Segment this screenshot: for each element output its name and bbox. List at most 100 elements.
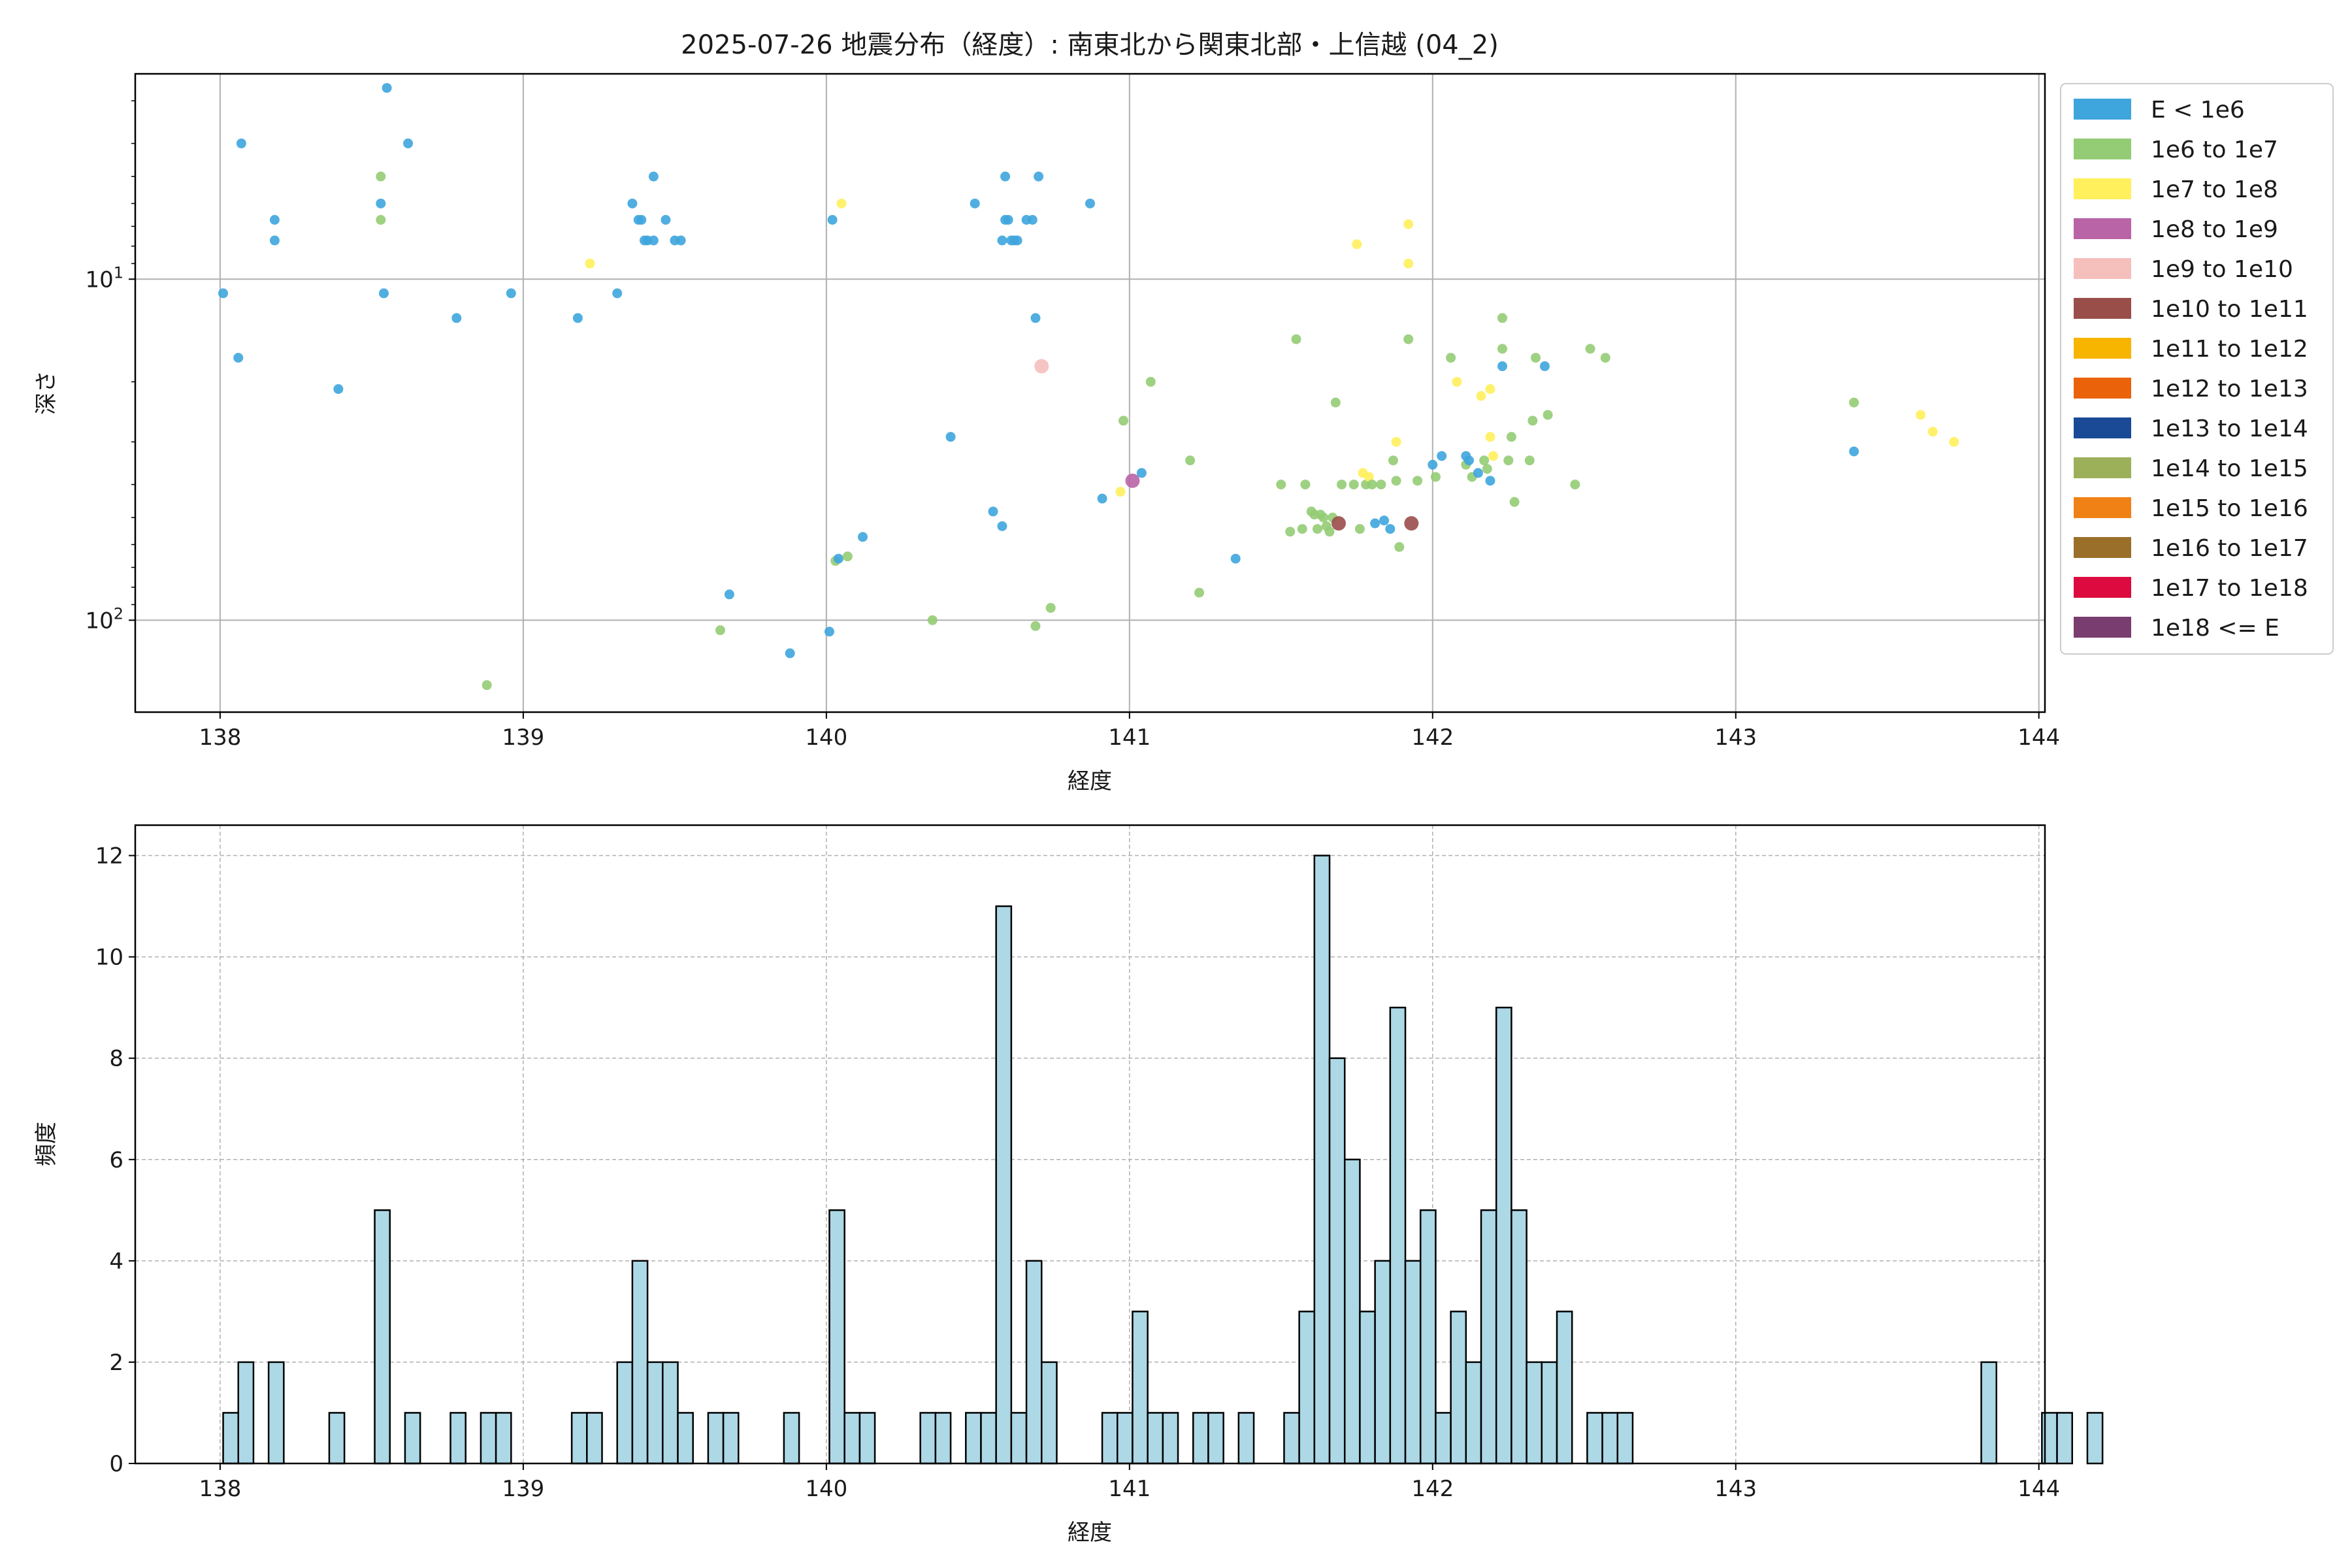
legend-swatch: [2074, 537, 2131, 558]
legend-label: 1e8 to 1e9: [2151, 216, 2278, 243]
histogram-bar: [1435, 1412, 1452, 1465]
scatter-x-tick-label: 143: [1714, 725, 1757, 751]
legend-swatch: [2074, 417, 2131, 438]
histogram-bar: [1328, 1057, 1346, 1465]
histogram-bar: [1192, 1412, 1209, 1465]
legend-label: E < 1e6: [2151, 97, 2245, 123]
histogram-x-ticks: 138 139 140 141 142 143 144: [199, 1463, 2060, 1502]
legend-swatch: [2074, 139, 2131, 159]
histogram-bar: [1313, 855, 1331, 1465]
scatter-point: [1437, 451, 1447, 461]
scatter-point: [1388, 455, 1398, 466]
scatter-point: [1394, 542, 1405, 552]
legend-swatch: [2074, 338, 2131, 359]
histogram-bar: [1511, 1209, 1527, 1465]
histogram-bar: [1041, 1361, 1058, 1465]
scatter-point: [1949, 436, 1959, 447]
histogram-y-tick-label: 0: [109, 1451, 123, 1477]
scatter-point: [1524, 455, 1535, 466]
scatter-point: [858, 532, 868, 542]
scatter-point: [572, 313, 583, 323]
histogram-bar: [1980, 1361, 1998, 1465]
scatter-point: [1391, 476, 1401, 486]
histogram-bar: [1132, 1311, 1149, 1465]
scatter-point: [1379, 515, 1390, 526]
scatter-point: [836, 198, 847, 208]
histogram-bar: [858, 1412, 876, 1465]
histogram-y-ticks: 0 2 4 6 8 10 12: [95, 843, 135, 1477]
scatter-point: [1488, 451, 1499, 461]
histogram-bar: [1389, 1006, 1407, 1465]
scatter-point: [1506, 432, 1516, 442]
scatter-point: [627, 198, 638, 208]
scatter-point: [1497, 313, 1507, 323]
scatter-point: [1354, 524, 1365, 534]
scatter-point: [333, 384, 344, 394]
scatter-point: [997, 521, 1007, 531]
scatter-point: [1446, 353, 1456, 363]
histogram-y-tick-label: 8: [109, 1046, 123, 1072]
legend-swatch: [2074, 218, 2131, 239]
scatter-point: [1473, 468, 1483, 478]
histogram-bar: [495, 1412, 512, 1465]
histogram-bar: [570, 1412, 588, 1465]
scatter-point: [1027, 214, 1037, 225]
histogram-x-tick-label: 138: [199, 1476, 241, 1502]
scatter-point: [1531, 353, 1541, 363]
histogram-bar: [586, 1412, 603, 1465]
scatter-y-axis-label: 深さ: [33, 370, 59, 415]
scatter-point: [827, 214, 838, 225]
histogram-bar: [1147, 1412, 1164, 1465]
scatter-x-tick-label: 138: [199, 725, 241, 751]
scatter-point: [1034, 171, 1044, 182]
scatter-point: [236, 139, 246, 149]
scatter-y-tick-label: 101: [85, 263, 123, 293]
histogram-bar: [1298, 1311, 1316, 1465]
histogram-bar: [1526, 1361, 1543, 1465]
scatter-point: [1194, 587, 1205, 598]
legend-label: 1e14 to 1e15: [2151, 455, 2308, 482]
legend-swatch: [2074, 178, 2131, 199]
scatter-x-tick-label: 144: [2017, 725, 2060, 751]
scatter-point: [1085, 198, 1095, 208]
scatter-point: [1428, 459, 1438, 470]
scatter-point: [376, 214, 386, 225]
scatter-point: [1330, 397, 1341, 408]
scatter-point: [833, 553, 843, 564]
legend-items: E < 1e6 1e6 to 1e7 1e7 to 1e8 1e8 to 1e9 1e9…: [2074, 97, 2308, 642]
scatter-point: [1849, 397, 1859, 408]
scatter-point: [1145, 376, 1156, 387]
scatter-point: [1485, 432, 1495, 442]
scatter-y-tick-label: 102: [85, 604, 123, 634]
scatter-point: [403, 139, 414, 149]
scatter-point: [1034, 359, 1049, 374]
scatter-point: [715, 625, 725, 636]
histogram-bar: [934, 1412, 952, 1465]
scatter-point: [1385, 524, 1396, 534]
scatter-point: [378, 288, 389, 299]
legend-label: 1e7 to 1e8: [2151, 176, 2278, 203]
histogram-y-tick-label: 2: [109, 1350, 123, 1376]
scatter-point: [1539, 361, 1550, 372]
scatter-x-axis-label: 経度: [1068, 768, 1112, 794]
scatter-points: [218, 83, 1959, 691]
scatter-point: [1097, 493, 1107, 504]
scatter-point: [945, 432, 956, 442]
histogram-bar: [404, 1412, 421, 1465]
histogram-bar: [1404, 1260, 1422, 1465]
scatter-point: [1543, 410, 1553, 420]
scatter-x-tick-label: 141: [1108, 725, 1151, 751]
histogram-bar: [995, 905, 1013, 1465]
scatter-point: [1000, 171, 1011, 182]
histogram-bar: [1374, 1260, 1392, 1465]
scatter-point: [824, 627, 834, 637]
scatter-x-tick-label: 140: [805, 725, 847, 751]
scatter-point: [1119, 416, 1129, 426]
histogram-frame: [134, 824, 2046, 1465]
histogram-bar: [919, 1412, 937, 1465]
scatter-point: [233, 353, 244, 363]
scatter-point: [785, 648, 795, 659]
histogram-bar: [1283, 1412, 1300, 1465]
scatter-point: [997, 235, 1007, 246]
